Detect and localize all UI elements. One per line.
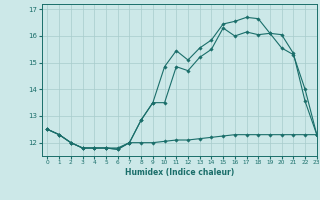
X-axis label: Humidex (Indice chaleur): Humidex (Indice chaleur) <box>124 168 234 177</box>
